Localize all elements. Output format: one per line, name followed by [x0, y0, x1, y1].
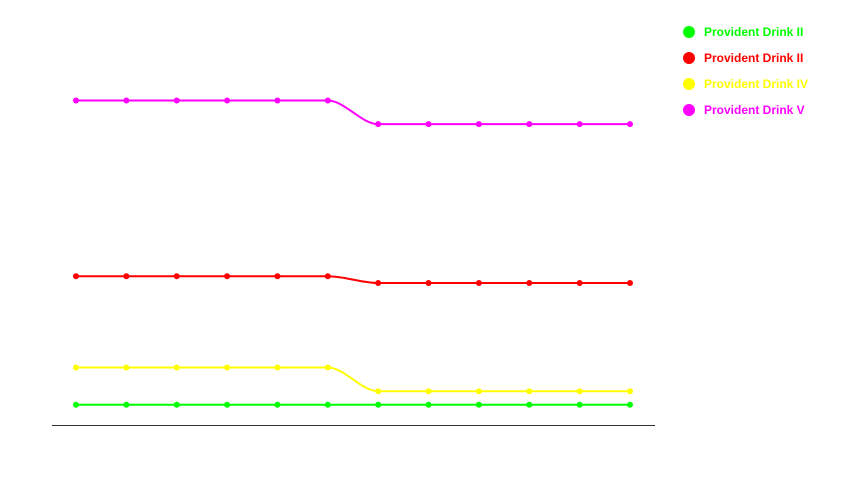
plot-lines — [76, 99, 630, 406]
data-point-s2-2 — [123, 273, 130, 280]
data-point-s4-8 — [425, 121, 432, 128]
data-point-s3-7 — [375, 388, 382, 395]
data-point-s2-11 — [576, 280, 583, 287]
data-point-s3-12 — [627, 388, 633, 395]
data-point-s1-5 — [274, 401, 281, 408]
data-point-s3-5 — [274, 364, 281, 371]
legend-label-4[interactable]: Provident Drink V — [704, 103, 805, 117]
data-point-s1-4 — [224, 401, 231, 408]
data-point-s4-2 — [123, 97, 130, 104]
data-point-s3-6 — [324, 364, 331, 371]
data-point-s1-7 — [375, 401, 382, 408]
data-point-s1-10 — [526, 401, 533, 408]
data-point-s1-6 — [324, 401, 331, 408]
data-point-s4-3 — [173, 97, 180, 104]
legend-marker-4 — [683, 104, 695, 116]
legend-marker-2 — [683, 52, 695, 64]
data-point-s4-10 — [526, 121, 533, 128]
series-line-4 — [76, 99, 630, 126]
data-point-s4-6 — [324, 97, 331, 104]
data-point-s2-3 — [173, 273, 180, 280]
data-point-s2-9 — [475, 280, 482, 287]
data-point-s2-4 — [224, 273, 231, 280]
data-point-s4-12 — [627, 121, 633, 128]
data-point-s2-1 — [73, 273, 79, 280]
plot-points — [73, 97, 633, 408]
data-point-s1-9 — [475, 401, 482, 408]
data-point-s2-10 — [526, 280, 533, 287]
data-point-s2-8 — [425, 280, 432, 287]
data-point-s4-9 — [475, 121, 482, 128]
data-point-s3-10 — [526, 388, 533, 395]
data-point-s1-1 — [73, 401, 79, 408]
data-point-s3-1 — [73, 364, 79, 371]
data-point-s4-5 — [274, 97, 281, 104]
data-point-s4-7 — [375, 121, 382, 128]
data-point-s2-6 — [324, 273, 331, 280]
legend-label-3[interactable]: Provident Drink IV — [704, 77, 808, 91]
data-point-s4-1 — [73, 97, 79, 104]
series-line-2 — [76, 275, 630, 285]
series-line-3 — [76, 366, 630, 393]
data-point-s1-8 — [425, 401, 432, 408]
data-point-s4-11 — [576, 121, 583, 128]
data-point-s3-9 — [475, 388, 482, 395]
legend-label-2[interactable]: Provident Drink II — [704, 51, 803, 65]
data-point-s3-4 — [224, 364, 231, 371]
legend-label-1[interactable]: Provident Drink II — [704, 25, 803, 39]
data-point-s1-12 — [627, 401, 633, 408]
legend-marker-1 — [683, 26, 695, 38]
data-point-s1-3 — [173, 401, 180, 408]
legend: Provident Drink II Provident Drink II Prov… — [683, 25, 808, 117]
data-point-s2-12 — [627, 280, 633, 287]
data-point-s1-2 — [123, 401, 130, 408]
data-point-s3-2 — [123, 364, 130, 371]
data-point-s1-11 — [576, 401, 583, 408]
data-point-s4-4 — [224, 97, 231, 104]
legend-marker-3 — [683, 78, 695, 90]
data-point-s2-5 — [274, 273, 281, 280]
data-point-s3-11 — [576, 388, 583, 395]
data-point-s3-8 — [425, 388, 432, 395]
data-point-s3-3 — [173, 364, 180, 371]
data-point-s2-7 — [375, 280, 382, 287]
